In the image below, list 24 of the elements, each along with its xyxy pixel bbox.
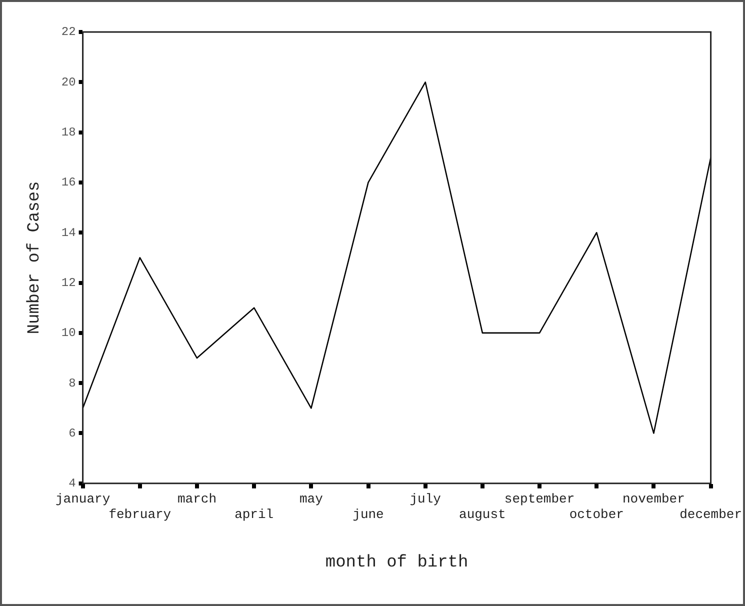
y-tick-label: 14 bbox=[61, 226, 76, 240]
y-tick-label: 18 bbox=[61, 125, 76, 140]
x-tick-label: february bbox=[108, 507, 172, 522]
y-tick-label: 22 bbox=[61, 25, 76, 40]
y-tick-label: 8 bbox=[68, 376, 76, 390]
y-axis-title: Number of Cases bbox=[26, 181, 45, 334]
x-tick-label: november bbox=[622, 492, 685, 507]
y-tick-label: 6 bbox=[68, 426, 76, 440]
y-tick-label: 4 bbox=[68, 476, 76, 491]
y-tick-label: 20 bbox=[61, 75, 76, 90]
x-tick-label: april bbox=[234, 507, 274, 522]
x-tick-label: may bbox=[299, 492, 324, 507]
y-tick-label: 16 bbox=[61, 176, 76, 190]
x-tick-label: july bbox=[410, 492, 442, 507]
x-tick-label: january bbox=[56, 492, 110, 507]
x-tick-label: june bbox=[352, 507, 384, 522]
y-tick-label: 10 bbox=[61, 326, 76, 340]
y-tick-label: 12 bbox=[61, 276, 76, 290]
x-axis-title: month of birth bbox=[325, 553, 468, 572]
x-tick-label: august bbox=[459, 507, 506, 522]
x-tick-label: october bbox=[569, 507, 624, 522]
x-tick-label: march bbox=[177, 492, 216, 507]
x-tick-label: september bbox=[504, 492, 575, 507]
x-tick-label: december bbox=[680, 507, 742, 522]
